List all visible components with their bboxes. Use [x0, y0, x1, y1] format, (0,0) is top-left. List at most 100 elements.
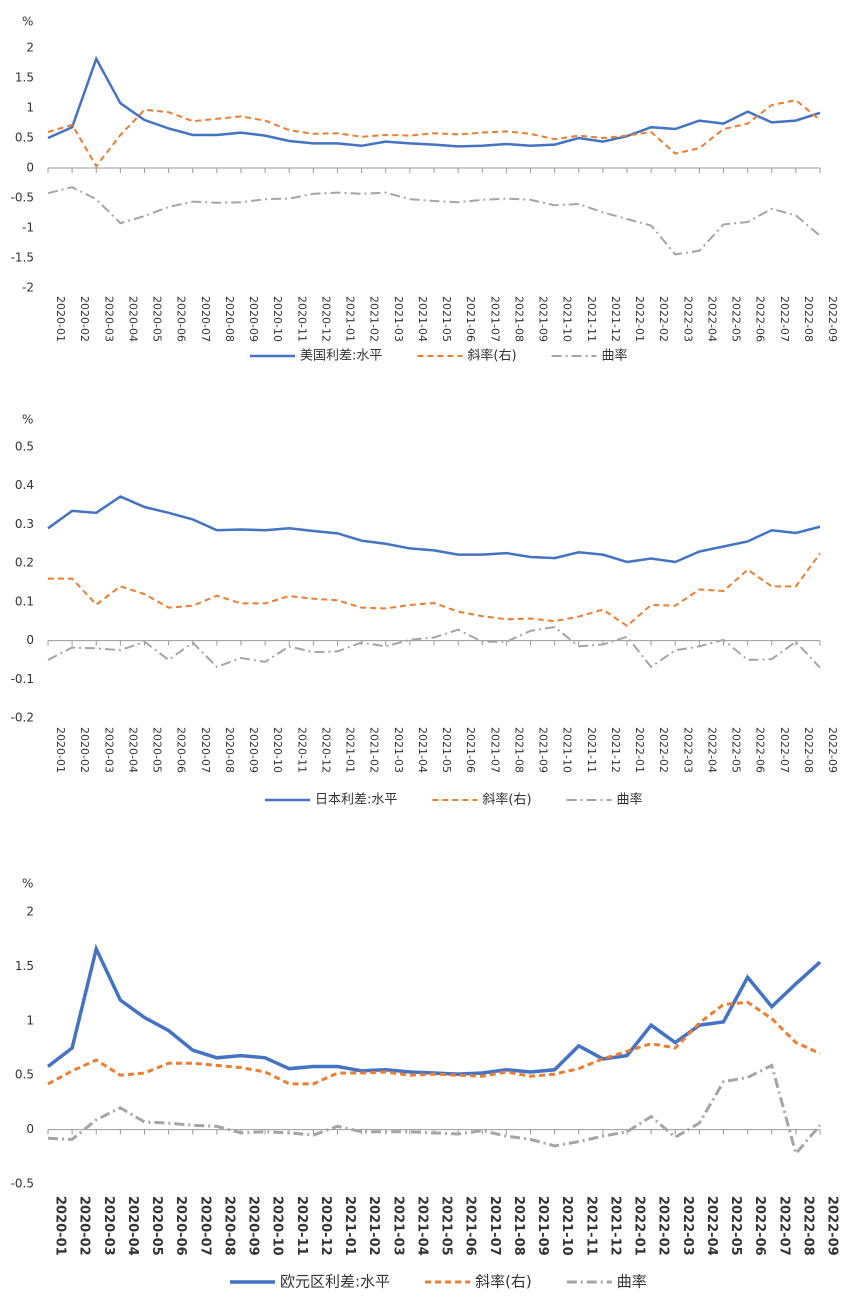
x-tick-label: 2022-05	[730, 727, 743, 773]
y-tick-label: -0.5	[11, 191, 34, 205]
x-tick-label: 2020-12	[318, 1196, 333, 1256]
x-tick-label: 2021-03	[392, 727, 405, 773]
y-axis-label: %	[22, 413, 33, 427]
y-tick-label: 0	[26, 633, 34, 647]
y-tick-label: -1.5	[11, 251, 34, 265]
legend-label: 美国利差:水平	[300, 349, 382, 364]
x-tick-label: 2020-07	[199, 296, 212, 342]
x-tick-label: 2021-10	[561, 296, 574, 342]
x-tick-label: 2022-02	[656, 1196, 671, 1256]
x-tick-label: 2020-01	[54, 727, 67, 773]
series-line	[47, 625, 821, 669]
x-tick-label: 2020-08	[223, 296, 236, 342]
x-tick-label: 2020-02	[78, 727, 91, 773]
x-tick-label: 2021-04	[416, 296, 429, 342]
y-tick-label: 0.5	[15, 131, 34, 145]
x-tick-label: 2020-06	[175, 727, 188, 773]
series-line	[47, 1063, 822, 1157]
x-tick-label: 2020-03	[102, 296, 115, 342]
x-tick-label: 2021-08	[512, 727, 525, 773]
y-tick-label: 2	[26, 905, 34, 919]
x-tick-label: 2020-06	[173, 1196, 188, 1256]
x-tick-label: 2021-09	[537, 727, 550, 773]
x-tick-label: 2022-02	[657, 727, 670, 773]
y-tick-label: 2	[26, 41, 34, 55]
x-tick-label: 2022-05	[728, 1196, 743, 1256]
legend-label: 曲率	[617, 1273, 647, 1291]
x-tick-label: 2020-03	[101, 1196, 116, 1256]
legend-label: 斜率(右)	[475, 1273, 532, 1291]
x-tick-label: 2022-04	[704, 1196, 719, 1256]
x-tick-label: 2020-12	[319, 296, 332, 342]
x-tick-label: 2021-02	[368, 296, 381, 342]
y-tick-label: 0	[26, 161, 34, 175]
y-tick-label: 0.2	[15, 556, 34, 570]
legend-label: 曲率	[602, 348, 628, 364]
y-tick-label: -0.5	[11, 1177, 34, 1191]
y-tick-label: 0.4	[15, 478, 34, 492]
x-tick-label: 2020-03	[102, 727, 115, 773]
x-tick-label: 2022-09	[826, 296, 839, 342]
x-tick-label: 2021-02	[368, 727, 381, 773]
x-tick-label: 2021-10	[561, 727, 574, 773]
x-tick-label: 2021-05	[440, 296, 453, 342]
x-tick-label: 2022-04	[705, 727, 718, 773]
y-tick-label: -0.2	[11, 711, 34, 725]
x-tick-label: 2021-08	[512, 296, 525, 342]
x-tick-label: 2021-01	[344, 727, 357, 773]
x-tick-label: 2020-07	[199, 727, 212, 773]
x-tick-label: 2022-08	[802, 727, 815, 773]
x-tick-label: 2021-07	[488, 296, 501, 342]
x-tick-label: 2020-11	[294, 1196, 309, 1256]
x-tick-label: 2021-08	[511, 1196, 526, 1256]
series-line	[46, 943, 822, 1076]
legend-label: 曲率	[617, 792, 643, 808]
x-tick-label: 2022-03	[681, 727, 694, 773]
x-tick-label: 2021-05	[439, 1196, 454, 1256]
x-tick-label: 2021-07	[487, 1196, 502, 1256]
x-tick-label: 2020-07	[197, 1196, 212, 1256]
x-tick-label: 2021-03	[390, 1196, 405, 1256]
y-tick-label: 1	[26, 1013, 34, 1027]
x-tick-label: 2020-12	[319, 727, 332, 773]
x-tick-label: 2021-12	[607, 1196, 622, 1256]
x-tick-label: 2022-07	[776, 1196, 791, 1256]
series-line	[48, 552, 821, 628]
x-tick-label: 2022-09	[825, 1196, 840, 1256]
x-tick-label: 2021-02	[366, 1196, 381, 1256]
y-tick-label: 0.1	[15, 594, 34, 608]
y-tick-label: 0.5	[15, 440, 34, 454]
x-tick-label: 2022-03	[681, 296, 694, 342]
x-tick-label: 2020-10	[270, 1196, 285, 1256]
x-tick-label: 2022-07	[778, 296, 791, 342]
x-tick-label: 2022-08	[802, 296, 815, 342]
x-tick-label: 2020-05	[149, 1196, 164, 1256]
x-tick-label: 2020-04	[125, 1196, 140, 1256]
x-tick-label: 2020-01	[54, 296, 67, 342]
legend-label: 日本利差:水平	[315, 793, 397, 808]
x-tick-label: 2021-11	[585, 727, 598, 773]
x-tick-label: 2021-05	[440, 727, 453, 773]
x-tick-label: 2022-01	[632, 1196, 647, 1256]
x-tick-label: 2021-01	[344, 296, 357, 342]
x-tick-label: 2020-02	[78, 296, 91, 342]
x-tick-label: 2022-07	[778, 727, 791, 773]
x-tick-label: 2022-09	[826, 727, 839, 773]
x-tick-label: 2020-11	[295, 296, 308, 342]
y-tick-label: -1	[22, 221, 34, 235]
x-tick-label: 2020-04	[126, 296, 139, 342]
y-tick-label: 0	[26, 1122, 34, 1136]
x-tick-label: 2022-04	[705, 296, 718, 342]
series-line	[47, 99, 821, 168]
x-tick-label: 2021-09	[537, 296, 550, 342]
y-axis-label: %	[22, 877, 33, 891]
x-tick-label: 2021-07	[488, 727, 501, 773]
x-tick-label: 2020-09	[247, 727, 260, 773]
x-tick-label: 2021-09	[535, 1196, 550, 1256]
y-axis-label: %	[22, 15, 33, 29]
y-tick-label: 1.5	[15, 959, 34, 973]
x-tick-label: 2020-09	[247, 296, 260, 342]
y-tick-label: -2	[22, 281, 34, 295]
y-tick-label: 1	[26, 101, 34, 115]
